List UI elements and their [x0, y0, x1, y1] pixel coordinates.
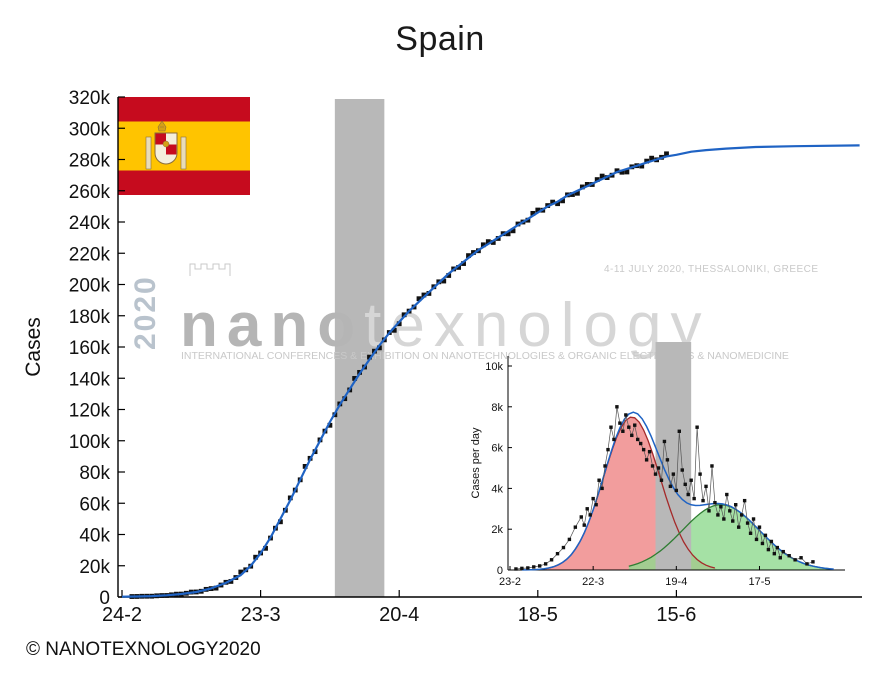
spain-flag	[118, 97, 250, 195]
y-tick-label: 180k	[69, 307, 111, 328]
y-tick-label: 0	[99, 588, 110, 609]
x-tick-label: 24-2	[102, 604, 142, 626]
x-tick-label: 15-6	[656, 604, 696, 626]
inset-highlight-band	[655, 342, 692, 570]
y-tick-label: 240k	[69, 213, 111, 234]
watermark-year: 2020	[129, 275, 162, 350]
y-tick-label: 320k	[69, 88, 111, 109]
main-chart: 2020 nanotexnology 4-11 JULY 2020, THESSAL…	[22, 88, 862, 626]
flag-crown	[157, 120, 167, 132]
main-axes: 0 20k 40k 60k 80k 100k 120k 140k 160k 180k 200k 220…	[22, 88, 862, 626]
y-tick-label: 100k	[69, 432, 111, 453]
y-tick-label: 40k	[79, 526, 110, 547]
y-tick-label: 260k	[69, 182, 111, 203]
copyright-text: © NANOTEXNOLOGY2020	[26, 639, 261, 660]
y-tick-label: 120k	[69, 401, 111, 422]
y-tick-label: 60k	[79, 494, 110, 515]
flag-shield	[154, 132, 178, 165]
inset-axes: 0 2k 4k 6k 8k 10k 23-2 22-3 19-4 17-5 Cases per da…	[470, 356, 845, 588]
watermark-line-bottom: INTERNATIONAL CONFERENCES & EXHIBITION O…	[181, 350, 789, 362]
inset-x-tick-label: 19-4	[665, 576, 687, 588]
y-axis-title: Cases	[22, 317, 45, 377]
inset-y-tick-label: 6k	[491, 443, 503, 455]
y-tick-label: 300k	[69, 119, 111, 140]
inset-x-tick-label: 17-5	[748, 576, 770, 588]
y-tick-label: 220k	[69, 244, 111, 265]
inset-y-axis-title: Cases per day	[470, 427, 482, 498]
y-tick-label: 160k	[69, 338, 111, 359]
inset-chart: 0 2k 4k 6k 8k 10k 23-2 22-3 19-4 17-5 Cases per da…	[470, 342, 845, 588]
y-tick-label: 280k	[69, 151, 111, 172]
y-tick-label: 80k	[79, 463, 110, 484]
flag-pillar-right	[180, 136, 187, 170]
inset-y-tick-label: 2k	[491, 524, 503, 536]
inset-y-tick-label: 0	[497, 565, 503, 577]
highlight-band	[334, 99, 385, 597]
x-tick-label: 20-4	[379, 604, 419, 626]
flag-pillar-left	[145, 136, 152, 170]
inset-y-tick-label: 10k	[485, 361, 503, 373]
inset-y-tick-label: 8k	[491, 402, 503, 414]
y-tick-label: 140k	[69, 369, 111, 390]
inset-x-tick-label: 23-2	[499, 576, 521, 588]
fit-line	[121, 144, 860, 598]
inset-x-tick-label: 22-3	[582, 576, 604, 588]
watermark-logo: nanotexnology	[180, 291, 711, 360]
y-tick-label: 20k	[79, 557, 110, 578]
inset-y-tick-label: 4k	[491, 483, 503, 495]
x-tick-label: 23-3	[241, 604, 281, 626]
x-tick-label: 18-5	[518, 604, 558, 626]
chart-title: Spain	[395, 20, 485, 58]
watermark: 2020 nanotexnology 4-11 JULY 2020, THESSAL…	[129, 263, 819, 362]
watermark-line-top: 4-11 JULY 2020, THESSALONIKI, GREECE	[604, 264, 819, 275]
inset-scatter-points	[514, 405, 815, 571]
y-tick-label: 200k	[69, 276, 111, 297]
castle-doodle-icon	[189, 263, 231, 276]
